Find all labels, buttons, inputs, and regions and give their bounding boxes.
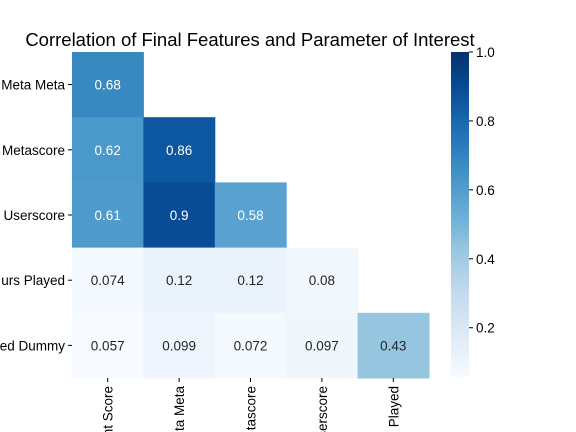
row-tick-label: Userscore — [3, 208, 65, 223]
cell-value-label: 0.9 — [170, 208, 189, 223]
cell-value-label: 0.68 — [95, 78, 121, 93]
colorbar-tick-label: 0.8 — [476, 114, 495, 129]
cell-value-label: 0.099 — [162, 338, 196, 353]
heatmap-cell — [72, 52, 144, 118]
heatmap-cell — [214, 247, 287, 314]
heatmap-cells: 0.68 0.62 0.86 0.61 0.9 0.58 0.074 0.12 0.12 0.08… — [72, 52, 430, 379]
cell-value-label: 0.074 — [91, 273, 125, 288]
column-tick-label: serscore — [315, 386, 330, 432]
heatmap-cell — [286, 312, 359, 379]
column-tick-labels: nt Score ta Meta tascore serscore Played — [101, 378, 401, 432]
row-tick-labels: Meta Meta Metascore Userscore urs Played ed … — [0, 78, 72, 353]
cell-value-label: 0.61 — [95, 208, 121, 223]
heatmap-cell — [143, 247, 216, 314]
cell-value-label: 0.62 — [95, 143, 121, 158]
colorbar-tick-label: 0.2 — [476, 321, 495, 336]
cell-value-label: 0.58 — [237, 208, 263, 223]
heatmap-cell — [72, 117, 144, 183]
row-tick-label: Metascore — [2, 143, 65, 158]
cell-value-label: 0.097 — [305, 338, 339, 353]
heatmap-cell — [357, 312, 430, 379]
heatmap-cell — [72, 312, 144, 379]
cell-value-label: 0.43 — [380, 338, 406, 353]
chart-title: Correlation of Final Features and Parame… — [25, 29, 474, 50]
colorbar: 0.2 0.4 0.6 0.8 1.0 — [451, 45, 495, 377]
colorbar-tick-label: 0.6 — [476, 183, 495, 198]
row-tick-label: urs Played — [1, 273, 65, 288]
colorbar-tick-label: 1.0 — [476, 45, 495, 60]
column-tick-label: nt Score — [101, 386, 116, 432]
heatmap-cell — [72, 247, 144, 314]
colorbar-tick-label: 0.4 — [476, 252, 495, 267]
cell-value-label: 0.08 — [309, 273, 335, 288]
cell-value-label: 0.86 — [166, 143, 192, 158]
row-tick-label: ed Dummy — [0, 338, 65, 353]
heatmap-cell — [72, 182, 144, 249]
heatmap-cell — [143, 182, 216, 249]
heatmap-cell — [214, 312, 287, 379]
row-tick-label: Meta Meta — [1, 78, 65, 93]
heatmap-cell — [143, 117, 216, 183]
cell-value-label: 0.12 — [166, 273, 192, 288]
column-tick-label: tascore — [244, 386, 259, 430]
cell-value-label: 0.072 — [234, 338, 268, 353]
cell-value-label: 0.12 — [237, 273, 263, 288]
heatmap-cell — [214, 182, 287, 249]
column-tick-label: Played — [386, 386, 401, 427]
column-tick-label: ta Meta — [172, 386, 187, 432]
heatmap-cell — [143, 312, 216, 379]
colorbar-gradient — [451, 52, 469, 377]
heatmap-cell — [286, 247, 359, 314]
cell-value-label: 0.057 — [91, 338, 125, 353]
